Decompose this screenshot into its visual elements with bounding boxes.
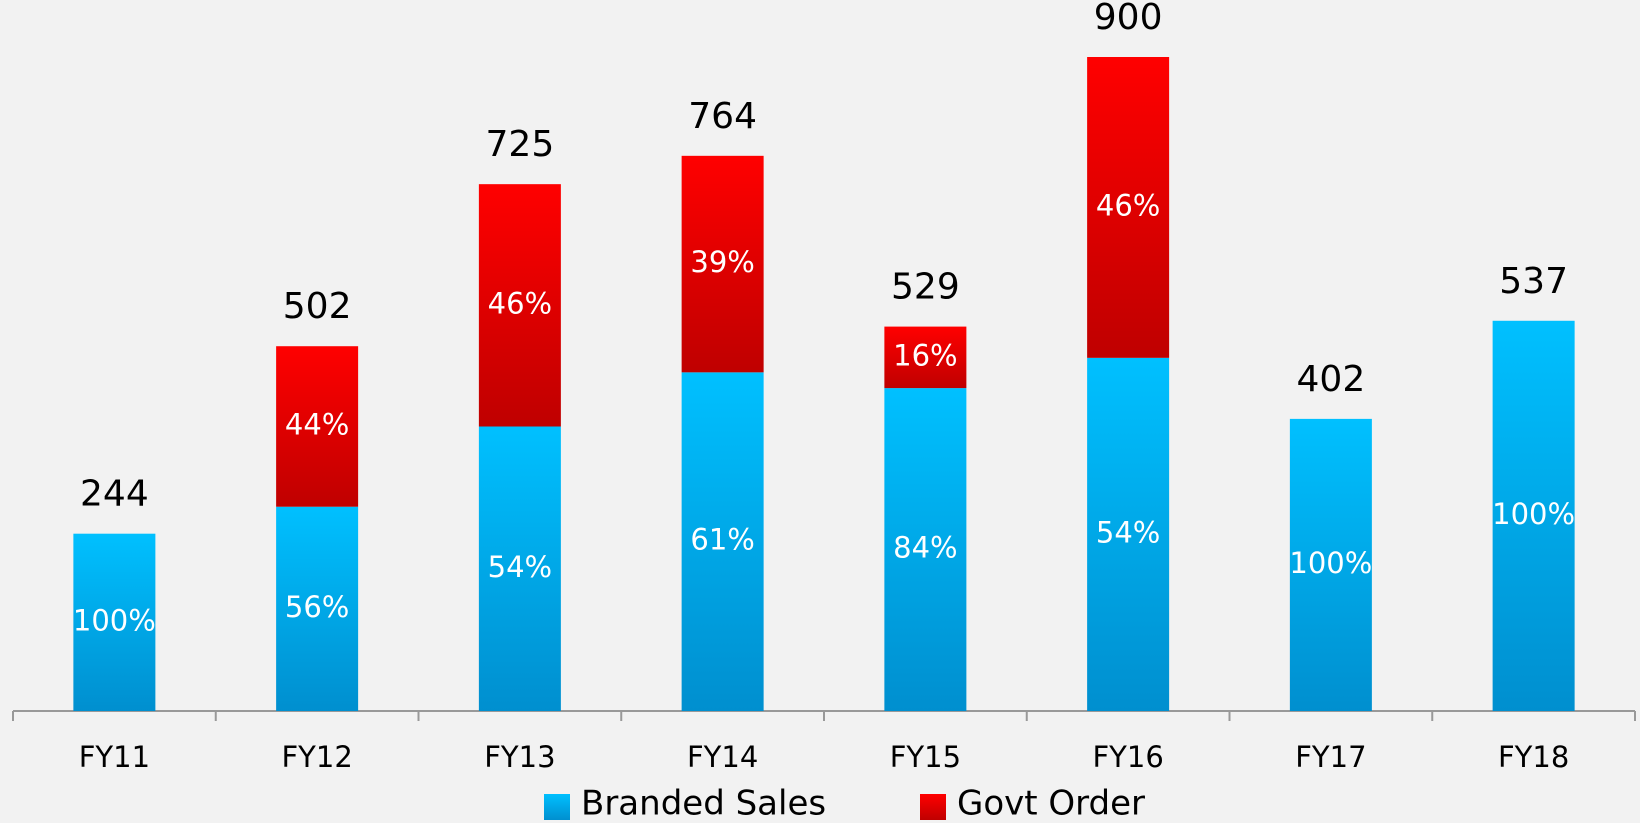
segment-label: 84% — [893, 531, 957, 565]
total-label: 402 — [1297, 359, 1366, 400]
bar-segment — [681, 372, 764, 711]
bar-segment — [478, 426, 561, 711]
segment-label: 54% — [488, 550, 552, 584]
bar-segment — [884, 388, 967, 711]
bar-segment — [1289, 418, 1372, 711]
segment-label: 39% — [690, 245, 754, 279]
total-label: 764 — [688, 96, 757, 137]
segment-label: 46% — [488, 286, 552, 320]
x-tick-label: FY12 — [281, 740, 352, 774]
x-tick-label: FY17 — [1295, 740, 1366, 774]
bar-segment — [478, 184, 561, 427]
legend-label: Branded Sales — [581, 784, 826, 823]
legend-label: Govt Order — [957, 784, 1145, 823]
segment-label: 54% — [1096, 515, 1160, 549]
segment-label: 46% — [1096, 188, 1160, 222]
bar-segment — [73, 533, 156, 711]
total-label: 725 — [486, 124, 555, 165]
total-label: 244 — [80, 474, 149, 515]
segment-label: 44% — [285, 407, 349, 441]
total-label: 537 — [1499, 261, 1568, 302]
segment-label: 100% — [1492, 497, 1575, 531]
x-tick-label: FY16 — [1092, 740, 1163, 774]
x-tick-label: FY18 — [1498, 740, 1569, 774]
bar-segment — [1087, 357, 1170, 711]
legend-swatch — [544, 794, 570, 820]
legend-swatch — [920, 794, 946, 820]
segment-label: 100% — [73, 603, 156, 637]
x-tick-label: FY14 — [687, 740, 758, 774]
x-tick-label: FY13 — [484, 740, 555, 774]
segment-label: 16% — [893, 338, 957, 372]
bar-segment — [884, 326, 967, 389]
total-label: 502 — [283, 286, 352, 327]
segment-label: 61% — [690, 523, 754, 557]
bar-segment — [276, 346, 359, 507]
total-label: 529 — [891, 267, 960, 308]
bar-segment — [276, 506, 359, 711]
bar-segment — [1492, 320, 1575, 711]
bar-segment — [681, 155, 764, 373]
x-tick-label: FY11 — [79, 740, 150, 774]
x-tick-label: FY15 — [890, 740, 961, 774]
bar-segment — [1087, 57, 1170, 358]
segment-label: 100% — [1289, 546, 1372, 580]
segment-label: 56% — [285, 590, 349, 624]
total-label: 900 — [1094, 0, 1163, 38]
